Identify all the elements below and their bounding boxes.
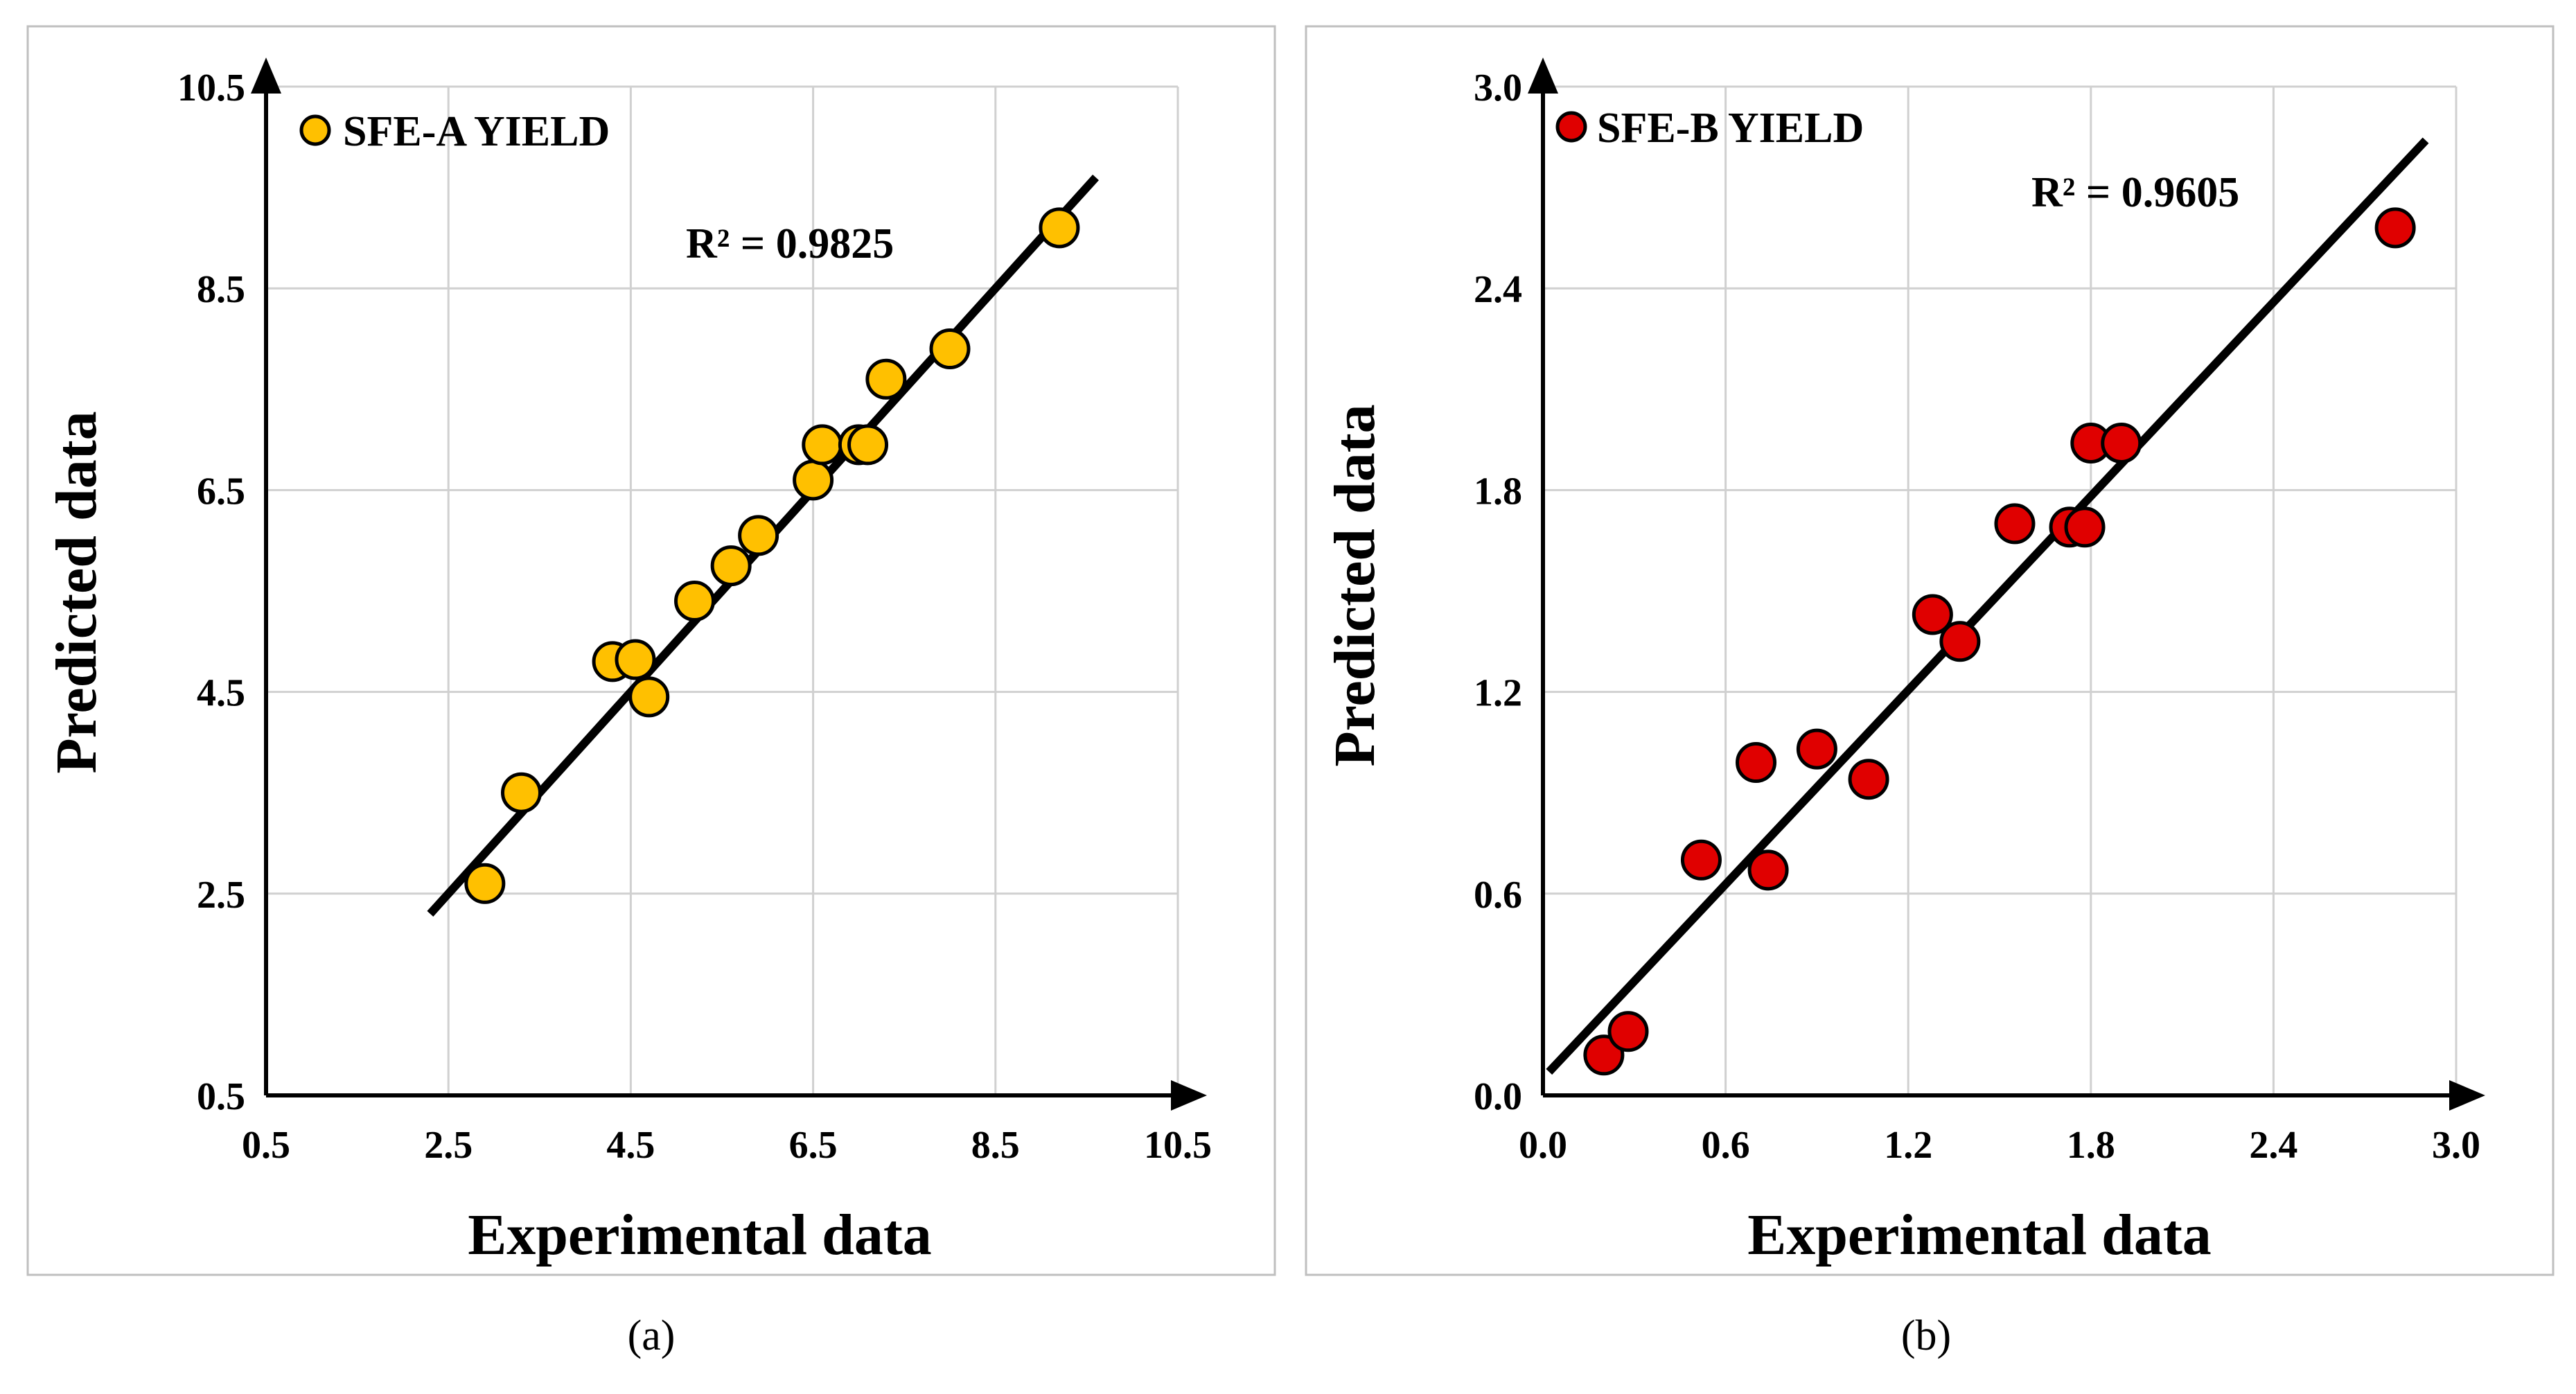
panel-b-axes [1528, 58, 2485, 1111]
y-tick-label: 3.0 [1474, 67, 1522, 109]
data-point [847, 424, 889, 466]
x-tick-label: 8.5 [971, 1124, 1020, 1167]
panel-a-r2-annotation: R² = 0.9825 [686, 220, 894, 267]
data-point [674, 581, 716, 622]
y-tick-label: 1.8 [1474, 470, 1522, 513]
x-tick-label: 6.5 [789, 1124, 838, 1167]
x-tick-label: 10.5 [1144, 1124, 1212, 1167]
panel-a-points [464, 207, 1080, 904]
y-tick-label: 6.5 [197, 470, 245, 513]
data-point [802, 424, 843, 466]
data-point [710, 545, 752, 587]
y-tick-label: 0.0 [1474, 1075, 1522, 1118]
y-tick-label: 2.4 [1474, 268, 1522, 311]
panel-b-grid [1543, 85, 2458, 1095]
x-tick-label: 3.0 [2432, 1124, 2480, 1167]
panel-a-caption: (a) [628, 1312, 676, 1359]
data-point [464, 863, 506, 904]
y-tick-label: 8.5 [197, 268, 245, 311]
y-tick-label: 4.5 [197, 672, 245, 715]
panel-b-caption: (b) [1901, 1312, 1951, 1359]
data-point [1747, 849, 1789, 891]
data-point [929, 328, 971, 370]
data-point [2374, 207, 2416, 249]
panel-a-axes [251, 58, 1207, 1111]
panel-a-ylabel: Predicted data [44, 411, 109, 773]
y-tick-label: 10.5 [177, 67, 245, 109]
x-tick-label: 1.2 [1884, 1124, 1932, 1167]
x-tick-label: 2.4 [2249, 1124, 2297, 1167]
panel-b-trendline [1546, 137, 2429, 1075]
data-point [738, 515, 779, 556]
panel-a: 0.5 2.5 4.5 6.5 8.5 10.5 0.5 2.5 4.5 6.5 8.5 10.5 S… [26, 25, 1276, 1359]
y-tick-label: 0.5 [197, 1075, 245, 1118]
y-axis-arrow-icon [251, 58, 281, 94]
panel-a-legend: SFE-A YIELD [299, 108, 610, 155]
panel-a-xlabel: Experimental data [468, 1203, 932, 1267]
panel-b-legend: SFE-B YIELD [1555, 105, 1864, 152]
data-point [628, 676, 670, 718]
data-point [1583, 1034, 1625, 1076]
data-point [2064, 506, 2106, 548]
trendline [1546, 137, 2429, 1075]
panel-b-ylabel: Predicted data [1323, 404, 1387, 766]
data-point [1607, 1011, 1649, 1052]
legend-b-label: SFE-B YIELD [1597, 105, 1864, 152]
panel-b-points [1583, 207, 2416, 1076]
panel-b-tick-labels: 0.0 0.6 1.2 1.8 2.4 3.0 0.0 0.6 1.2 1.8 2.4 3.0 [1474, 67, 2480, 1167]
x-tick-label: 2.5 [424, 1124, 473, 1167]
y-tick-label: 2.5 [197, 874, 245, 917]
x-axis-arrow-icon [1171, 1080, 1207, 1111]
panel-b-xlabel: Experimental data [1747, 1203, 2212, 1267]
x-tick-label: 4.5 [606, 1124, 655, 1167]
data-point [865, 358, 907, 400]
panel-a-tick-labels: 0.5 2.5 4.5 6.5 8.5 10.5 0.5 2.5 4.5 6.5 8.5 10.5 [177, 67, 1212, 1167]
x-axis-arrow-icon [2449, 1080, 2485, 1111]
panel-b-frame [1305, 25, 2555, 1276]
legend-a-label: SFE-A YIELD [343, 108, 610, 155]
data-point [1912, 594, 1953, 635]
y-tick-label: 0.6 [1474, 874, 1522, 917]
data-point [500, 772, 542, 813]
data-point [1939, 621, 1981, 662]
y-tick-label: 1.2 [1474, 672, 1522, 715]
x-tick-label: 1.8 [2067, 1124, 2115, 1167]
panel-b-r2-annotation: R² = 0.9605 [2031, 169, 2239, 216]
data-point [1994, 503, 2036, 545]
data-point [1848, 759, 1889, 800]
data-point [1039, 207, 1080, 249]
x-tick-label: 0.6 [1702, 1124, 1750, 1167]
data-point [1680, 839, 1722, 881]
panel-b: 0.0 0.6 1.2 1.8 2.4 3.0 0.0 0.6 1.2 1.8 2.4 3.0 SFE… [1305, 25, 2555, 1359]
data-point [2101, 422, 2142, 464]
legend-b-marker [1555, 111, 1587, 143]
x-tick-label: 0.5 [242, 1124, 290, 1167]
data-point [793, 459, 834, 501]
data-point [1796, 728, 1837, 770]
x-tick-label: 0.0 [1519, 1124, 1567, 1167]
data-point [615, 639, 656, 680]
legend-a-marker [299, 114, 331, 146]
panel-a-grid [266, 85, 1179, 1095]
data-point [1736, 742, 1777, 784]
y-axis-arrow-icon [1528, 58, 1558, 94]
